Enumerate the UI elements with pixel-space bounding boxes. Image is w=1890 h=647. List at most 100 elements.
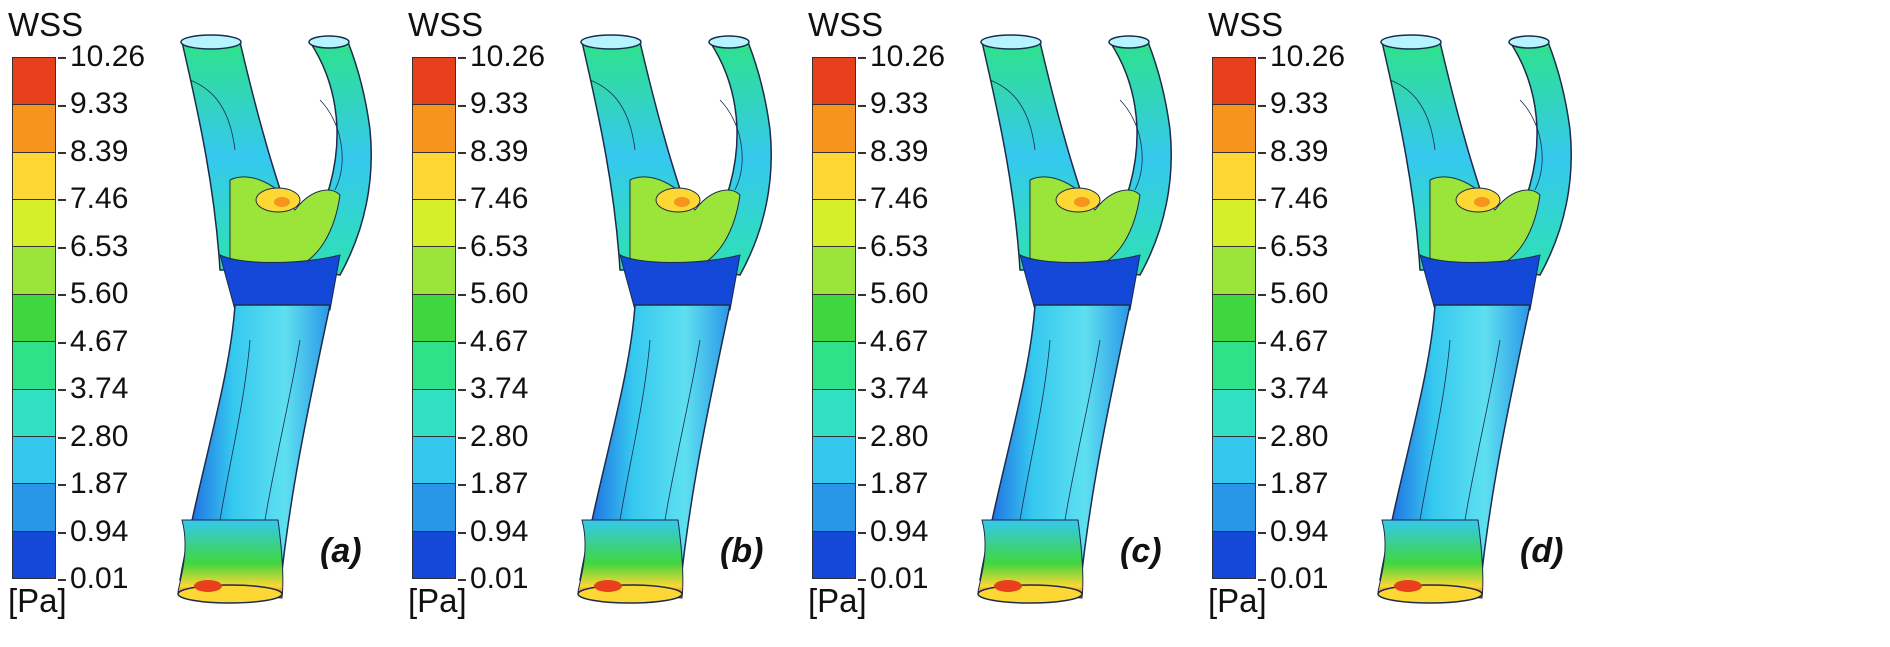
- colorbar-tick-label: 4.67: [858, 326, 928, 357]
- colorbar-tick-label: 1.87: [458, 469, 528, 499]
- colorbar-tick-label: 1.87: [1258, 469, 1328, 499]
- colorbar-tick-label: 2.80: [458, 421, 528, 452]
- colorbar-tick-label: 7.46: [458, 184, 528, 214]
- colorbar-band: [413, 200, 455, 248]
- colorbar: [1212, 57, 1256, 579]
- legend-unit: [Pa]: [408, 582, 467, 619]
- contour-line: [219, 339, 251, 521]
- colorbar-tick-label: 10.26: [458, 42, 545, 72]
- outlet-ring: [177, 584, 283, 604]
- colorbar-tick-label: 3.74: [1258, 374, 1328, 404]
- colorbar-band: [13, 152, 55, 201]
- colorbar-tick-label: 8.39: [58, 136, 128, 167]
- colorbar-band: [813, 531, 855, 578]
- colorbar-band: [13, 294, 55, 343]
- colorbar-tick-label: 0.01: [58, 564, 128, 594]
- vessel-model: [177, 34, 372, 604]
- colorbar: [412, 57, 456, 579]
- colorbar-tick-label: 2.80: [1258, 421, 1328, 452]
- colorbar-tick-label: 10.26: [58, 42, 145, 72]
- colorbar-band: [413, 531, 455, 578]
- colorbar-band: [1213, 247, 1255, 295]
- colorbar: [12, 57, 56, 579]
- outlet-ring: [577, 584, 683, 604]
- colorbar-band: [813, 389, 855, 437]
- legend-unit: [Pa]: [1208, 582, 1267, 619]
- colorbar-tick-label: 4.67: [58, 326, 128, 357]
- inlet-left: [1380, 34, 1442, 50]
- panel-label: (a): [320, 532, 362, 570]
- colorbar-band: [413, 247, 455, 295]
- outlet-ring: [1377, 584, 1483, 604]
- panel-label: (d): [1520, 532, 1564, 570]
- hot-spot-core: [1074, 197, 1090, 207]
- colorbar-tick-label: 10.26: [858, 42, 945, 72]
- colorbar-band: [1213, 294, 1255, 343]
- colorbar-tick-label: 5.60: [58, 279, 128, 309]
- colorbar-band: [1213, 105, 1255, 153]
- colorbar-tick-label: 9.33: [1258, 89, 1328, 119]
- colorbar-tick-label: 7.46: [858, 184, 928, 214]
- colorbar-band: [813, 436, 855, 485]
- inlet-right: [1108, 35, 1150, 49]
- contour-line: [1119, 99, 1143, 191]
- contour-line: [1519, 99, 1543, 191]
- colorbar-band: [813, 58, 855, 106]
- wss-panel-4: WSS 10.26 9.33 8.39 7.46 6.53 5.60 4.67 3.74 2.8…: [1200, 0, 1672, 647]
- colorbar-tick-label: 0.94: [858, 516, 928, 547]
- colorbar-band: [813, 200, 855, 248]
- hot-spot-core: [1474, 197, 1490, 207]
- colorbar-tick-label: 0.01: [858, 564, 928, 594]
- colorbar-ticks: 10.26 9.33 8.39 7.46 6.53 5.60 4.67 3.74 2.80 1.8…: [58, 42, 178, 594]
- colorbar-band: [13, 436, 55, 485]
- outlet-hot: [194, 580, 222, 592]
- legend-title: WSS: [808, 6, 884, 43]
- contour-line: [1019, 339, 1051, 521]
- colorbar-band: [1213, 484, 1255, 532]
- colorbar-tick-label: 8.39: [858, 136, 928, 167]
- inlet-left: [180, 34, 242, 50]
- wss-panel-2: WSS 10.26 9.33 8.39 7.46 6.53 5.60 4.67 3.74 2.8…: [400, 0, 872, 647]
- legend-title: WSS: [408, 6, 484, 43]
- colorbar-band: [813, 247, 855, 295]
- colorbar-tick-label: 5.60: [458, 279, 528, 309]
- colorbar-band: [813, 152, 855, 201]
- colorbar-band: [413, 389, 455, 437]
- colorbar-tick-label: 3.74: [458, 374, 528, 404]
- colorbar-tick-label: 1.87: [858, 469, 928, 499]
- contour-line: [719, 99, 743, 191]
- outlet-hot: [594, 580, 622, 592]
- colorbar-ticks: 10.26 9.33 8.39 7.46 6.53 5.60 4.67 3.74 2.80 1.8…: [458, 42, 578, 594]
- inlet-right: [308, 35, 350, 49]
- colorbar-tick-label: 4.67: [458, 326, 528, 357]
- contour-line: [189, 79, 236, 151]
- colorbar-band: [813, 484, 855, 532]
- colorbar-band: [813, 342, 855, 390]
- colorbar-tick-label: 2.80: [58, 421, 128, 452]
- colorbar-band: [13, 58, 55, 106]
- contour-line: [319, 99, 343, 191]
- panel-label: (c): [1120, 532, 1162, 570]
- colorbar-band: [1213, 531, 1255, 578]
- vessel-model: [577, 34, 772, 604]
- contour-line: [619, 339, 651, 521]
- legend-title: WSS: [1208, 6, 1284, 43]
- colorbar-band: [1213, 436, 1255, 485]
- colorbar-band: [13, 389, 55, 437]
- colorbar-tick-label: 0.94: [58, 516, 128, 547]
- colorbar-tick-label: 9.33: [458, 89, 528, 119]
- colorbar-band: [413, 436, 455, 485]
- colorbar-band: [413, 342, 455, 390]
- colorbar-tick-label: 3.74: [858, 374, 928, 404]
- colorbar-band: [813, 105, 855, 153]
- legend-unit: [Pa]: [8, 582, 67, 619]
- colorbar-band: [1213, 342, 1255, 390]
- colorbar-tick-label: 5.60: [858, 279, 928, 309]
- hot-spot-core: [674, 197, 690, 207]
- legend-title: WSS: [8, 6, 84, 43]
- inlet-right: [1508, 35, 1550, 49]
- colorbar-band: [13, 247, 55, 295]
- contour-line: [264, 339, 301, 521]
- colorbar-band: [1213, 58, 1255, 106]
- colorbar-tick-label: 0.94: [458, 516, 528, 547]
